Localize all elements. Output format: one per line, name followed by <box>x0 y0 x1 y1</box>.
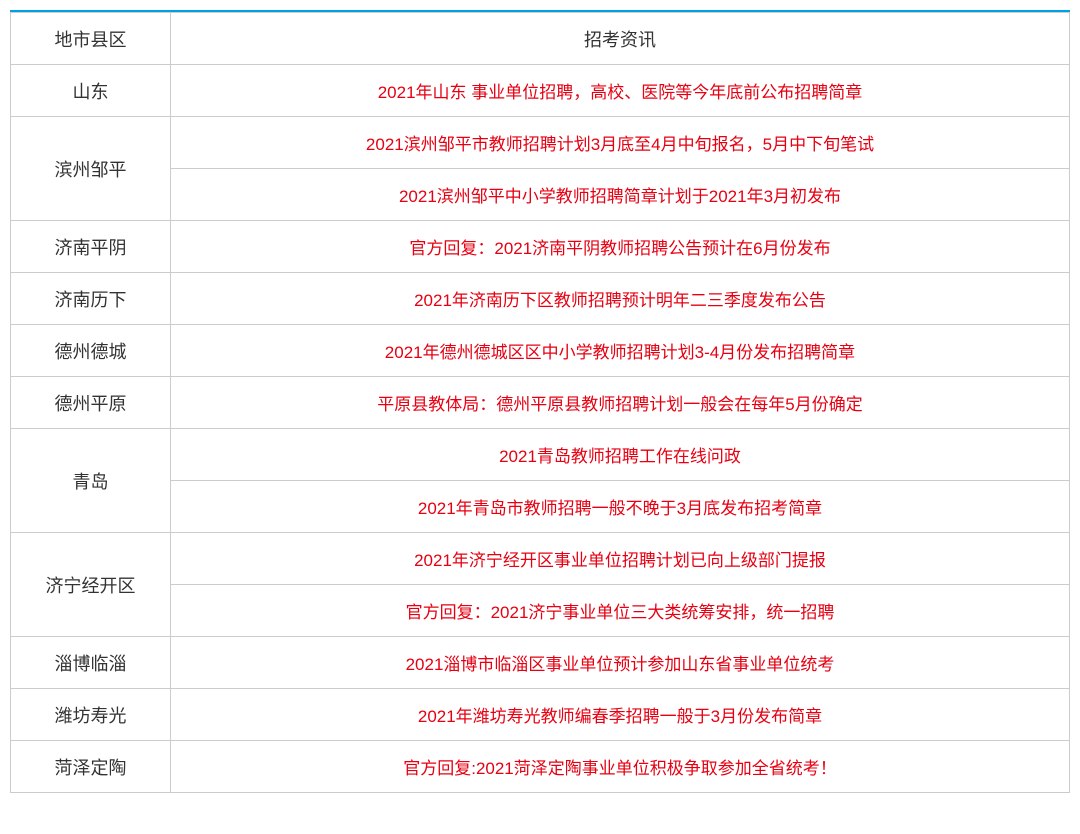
header-info: 招考资讯 <box>171 13 1070 65</box>
region-cell: 德州德城 <box>11 325 171 377</box>
recruitment-table: 地市县区 招考资讯 山东2021年山东 事业单位招聘，高校、医院等今年底前公布招… <box>10 12 1070 793</box>
info-cell[interactable]: 2021淄博市临淄区事业单位预计参加山东省事业单位统考 <box>171 637 1070 689</box>
info-cell[interactable]: 官方回复：2021济宁事业单位三大类统筹安排，统一招聘 <box>171 585 1070 637</box>
table-row: 山东2021年山东 事业单位招聘，高校、医院等今年底前公布招聘简章 <box>11 65 1070 117</box>
table-row: 潍坊寿光2021年潍坊寿光教师编春季招聘一般于3月份发布简章 <box>11 689 1070 741</box>
info-cell[interactable]: 官方回复：2021济南平阴教师招聘公告预计在6月份发布 <box>171 221 1070 273</box>
table-row: 德州德城2021年德州德城区区中小学教师招聘计划3-4月份发布招聘简章 <box>11 325 1070 377</box>
info-cell[interactable]: 2021年山东 事业单位招聘，高校、医院等今年底前公布招聘简章 <box>171 65 1070 117</box>
region-cell: 济南平阴 <box>11 221 171 273</box>
table-row: 济南历下2021年济南历下区教师招聘预计明年二三季度发布公告 <box>11 273 1070 325</box>
table-row: 济宁经开区2021年济宁经开区事业单位招聘计划已向上级部门提报 <box>11 533 1070 585</box>
table-row: 济南平阴官方回复：2021济南平阴教师招聘公告预计在6月份发布 <box>11 221 1070 273</box>
header-region: 地市县区 <box>11 13 171 65</box>
info-cell[interactable]: 2021青岛教师招聘工作在线问政 <box>171 429 1070 481</box>
recruitment-table-container: 地市县区 招考资讯 山东2021年山东 事业单位招聘，高校、医院等今年底前公布招… <box>10 10 1070 793</box>
region-cell: 山东 <box>11 65 171 117</box>
table-row: 青岛2021青岛教师招聘工作在线问政 <box>11 429 1070 481</box>
table-row: 菏泽定陶官方回复:2021菏泽定陶事业单位积极争取参加全省统考！ <box>11 741 1070 793</box>
table-row: 淄博临淄2021淄博市临淄区事业单位预计参加山东省事业单位统考 <box>11 637 1070 689</box>
region-cell: 淄博临淄 <box>11 637 171 689</box>
region-cell: 潍坊寿光 <box>11 689 171 741</box>
info-cell[interactable]: 2021滨州邹平市教师招聘计划3月底至4月中旬报名，5月中下旬笔试 <box>171 117 1070 169</box>
region-cell: 济宁经开区 <box>11 533 171 637</box>
region-cell: 德州平原 <box>11 377 171 429</box>
info-cell[interactable]: 官方回复:2021菏泽定陶事业单位积极争取参加全省统考！ <box>171 741 1070 793</box>
table-row: 德州平原平原县教体局：德州平原县教师招聘计划一般会在每年5月份确定 <box>11 377 1070 429</box>
info-cell[interactable]: 2021年德州德城区区中小学教师招聘计划3-4月份发布招聘简章 <box>171 325 1070 377</box>
info-cell[interactable]: 2021年潍坊寿光教师编春季招聘一般于3月份发布简章 <box>171 689 1070 741</box>
info-cell[interactable]: 2021年济南历下区教师招聘预计明年二三季度发布公告 <box>171 273 1070 325</box>
region-cell: 济南历下 <box>11 273 171 325</box>
table-header-row: 地市县区 招考资讯 <box>11 13 1070 65</box>
table-body: 山东2021年山东 事业单位招聘，高校、医院等今年底前公布招聘简章滨州邹平202… <box>11 65 1070 793</box>
info-cell[interactable]: 平原县教体局：德州平原县教师招聘计划一般会在每年5月份确定 <box>171 377 1070 429</box>
region-cell: 滨州邹平 <box>11 117 171 221</box>
info-cell[interactable]: 2021滨州邹平中小学教师招聘简章计划于2021年3月初发布 <box>171 169 1070 221</box>
info-cell[interactable]: 2021年青岛市教师招聘一般不晚于3月底发布招考简章 <box>171 481 1070 533</box>
info-cell[interactable]: 2021年济宁经开区事业单位招聘计划已向上级部门提报 <box>171 533 1070 585</box>
table-row: 滨州邹平2021滨州邹平市教师招聘计划3月底至4月中旬报名，5月中下旬笔试 <box>11 117 1070 169</box>
region-cell: 青岛 <box>11 429 171 533</box>
region-cell: 菏泽定陶 <box>11 741 171 793</box>
